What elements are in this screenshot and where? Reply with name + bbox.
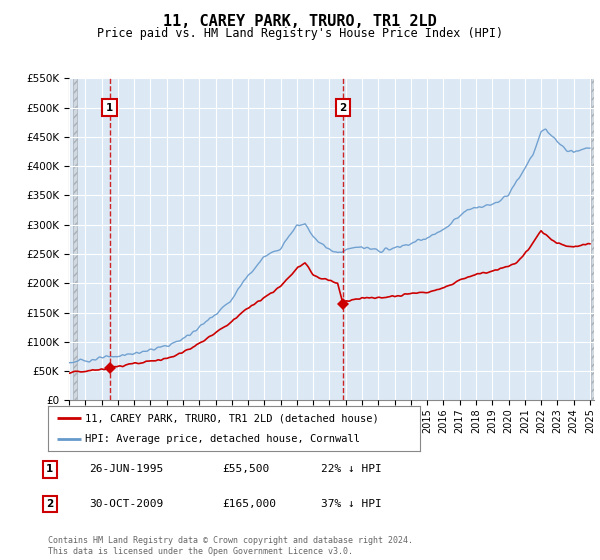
Text: 26-JUN-1995: 26-JUN-1995 [89,464,163,474]
Text: Price paid vs. HM Land Registry's House Price Index (HPI): Price paid vs. HM Land Registry's House … [97,27,503,40]
Bar [73,78,77,400]
Bar [591,78,594,400]
Text: HPI: Average price, detached house, Cornwall: HPI: Average price, detached house, Corn… [85,433,360,444]
Text: 30-OCT-2009: 30-OCT-2009 [89,499,163,509]
Text: £165,000: £165,000 [222,499,276,509]
Text: 11, CAREY PARK, TRURO, TR1 2LD: 11, CAREY PARK, TRURO, TR1 2LD [163,14,437,29]
Text: 37% ↓ HPI: 37% ↓ HPI [321,499,382,509]
Text: 1: 1 [46,464,53,474]
Text: 22% ↓ HPI: 22% ↓ HPI [321,464,382,474]
Text: 2: 2 [46,499,53,509]
Text: 1: 1 [106,102,113,113]
Text: Contains HM Land Registry data © Crown copyright and database right 2024.
This d: Contains HM Land Registry data © Crown c… [48,536,413,556]
Text: 11, CAREY PARK, TRURO, TR1 2LD (detached house): 11, CAREY PARK, TRURO, TR1 2LD (detached… [85,413,379,423]
Text: 2: 2 [340,102,347,113]
Text: £55,500: £55,500 [222,464,269,474]
